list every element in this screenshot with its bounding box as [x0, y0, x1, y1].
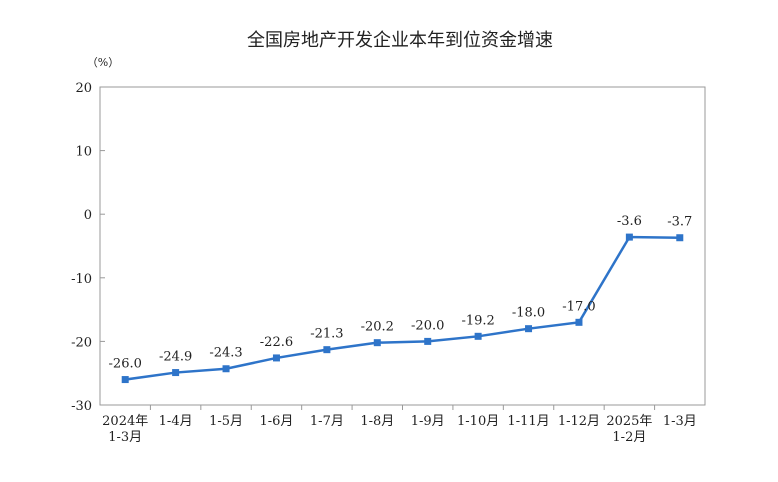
value-label: -20.2 [361, 320, 394, 335]
value-label: -21.3 [310, 327, 343, 342]
point [676, 234, 684, 242]
y-tick-label: -20 [71, 335, 92, 350]
value-label: -18.0 [512, 306, 545, 321]
point [424, 337, 432, 345]
x-tick-label: 1-5月 [209, 414, 243, 429]
x-tick-label: 2024年 1-3月 [102, 414, 148, 445]
value-label: -20.0 [411, 318, 444, 333]
y-tick-label: 10 [75, 145, 92, 160]
y-tick-label: -30 [71, 399, 92, 414]
point [323, 346, 331, 354]
x-tick-label: 1-8月 [360, 414, 394, 429]
x-tick-label: 1-9月 [411, 414, 445, 429]
point [272, 354, 280, 362]
value-label: -26.0 [109, 357, 142, 372]
point [373, 339, 381, 347]
point [575, 318, 583, 326]
value-label: -17.0 [562, 299, 595, 314]
y-tick-label: 20 [75, 81, 92, 96]
chart-title: 全国房地产开发企业本年到位资金增速 [247, 30, 553, 51]
x-tick-label: 2025年 1-2月 [606, 414, 652, 445]
point [525, 325, 533, 333]
point [474, 332, 482, 340]
y-tick-label: -10 [71, 272, 92, 287]
line [125, 235, 680, 381]
x-tick-label: 1-10月 [457, 414, 499, 429]
point [222, 365, 230, 373]
y-tick-label: 0 [84, 208, 92, 223]
x-tick-label: 1-4月 [159, 414, 193, 429]
value-label: -3.6 [617, 214, 642, 229]
x-tick-label: 1-6月 [259, 414, 293, 429]
x-tick-label: 1-7月 [310, 414, 344, 429]
x-tick-label: 1-11月 [507, 414, 549, 429]
value-label: -24.9 [159, 350, 192, 365]
x-tick-label: 1-3月 [663, 414, 697, 429]
y-unit: （%） [87, 56, 119, 69]
x-tick-label: 1-12月 [558, 414, 600, 429]
value-label: -24.3 [209, 346, 242, 361]
value-label: -22.6 [260, 335, 293, 350]
point [172, 369, 180, 377]
point [121, 376, 129, 384]
value-label: -3.7 [667, 215, 692, 230]
point [625, 233, 633, 241]
value-label: -19.2 [461, 313, 494, 328]
